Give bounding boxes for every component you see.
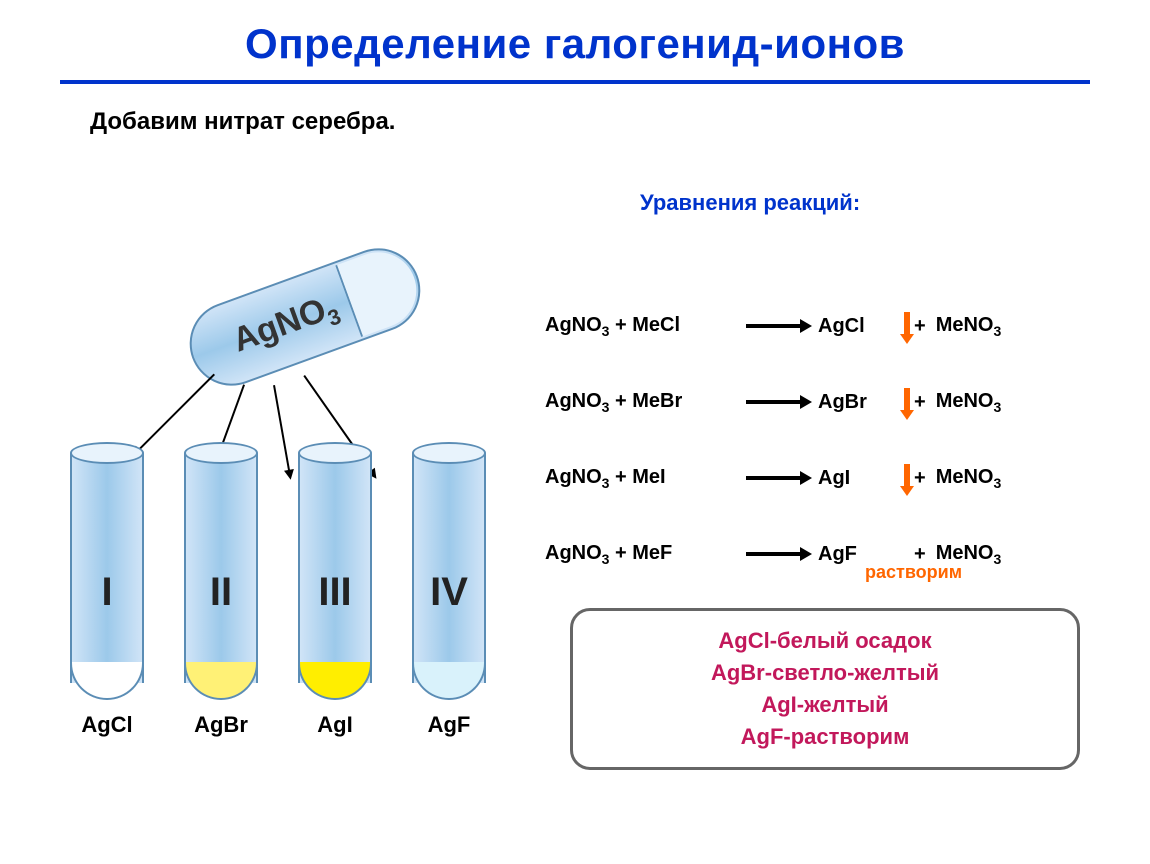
equation-product2: MeNO3 xyxy=(936,390,1002,415)
tube-graphic: IV xyxy=(412,450,486,700)
tube-precipitate xyxy=(184,662,258,700)
tube-graphic: III xyxy=(298,450,372,700)
reaction-arrow-icon xyxy=(746,324,804,328)
tube-top xyxy=(184,442,258,464)
tube-body xyxy=(298,453,372,683)
plus-sign: + xyxy=(914,391,926,414)
equation-product1: AgI xyxy=(818,467,890,490)
test-tube: II AgBr xyxy=(184,450,258,738)
tube-top xyxy=(298,442,372,464)
tube-precipitate xyxy=(298,662,372,700)
page-title: Определение галогенид-ионов xyxy=(0,0,1150,80)
tube-body xyxy=(70,453,144,683)
equation-product1: AgCl xyxy=(818,315,890,338)
result-line: AgF-растворим xyxy=(593,721,1057,753)
equation-product2: MeNO3 xyxy=(936,466,1002,491)
result-line: AgCl-белый осадок xyxy=(593,625,1057,657)
result-line: AgI-желтый xyxy=(593,689,1057,721)
result-line: AgBr-светло-желтый xyxy=(593,657,1057,689)
results-box: AgCl-белый осадокAgBr-светло-желтыйAgI-ж… xyxy=(570,608,1080,770)
equations-heading: Уравнения реакций: xyxy=(640,190,860,216)
tube-formula-label: AgBr xyxy=(194,712,248,738)
tube-graphic: II xyxy=(184,450,258,700)
tube-numeral: II xyxy=(184,570,258,615)
tube-numeral: I xyxy=(70,570,144,615)
tube-body xyxy=(412,453,486,683)
precipitate-arrow-icon xyxy=(904,464,910,488)
reaction-arrow-icon xyxy=(746,400,804,404)
equation-lhs: AgNO3 + MeBr xyxy=(545,390,740,415)
tube-precipitate xyxy=(70,662,144,700)
equation-product2: MeNO3 xyxy=(936,314,1002,339)
equation-product1: AgBr xyxy=(818,391,890,414)
reaction-arrow-icon xyxy=(746,476,804,480)
subtitle: Добавим нитрат серебра. xyxy=(90,108,1150,136)
equation-lhs: AgNO3 + MeCl xyxy=(545,314,740,339)
plus-sign: + xyxy=(914,467,926,490)
tube-body xyxy=(184,453,258,683)
equations-list: AgNO3 + MeCl AgCl + MeNO3 AgNO3 + MeBr AgBr + M… xyxy=(545,310,1001,570)
equation-row: AgNO3 + MeI AgI + MeNO3 xyxy=(545,462,1001,494)
tube-numeral: III xyxy=(298,570,372,615)
title-rule xyxy=(60,80,1090,84)
pour-arrow xyxy=(136,374,215,453)
test-tubes-row: I AgCl II AgBr III AgI IV AgF xyxy=(70,450,486,738)
tube-numeral: IV xyxy=(412,570,486,615)
equation-lhs: AgNO3 + MeF xyxy=(545,542,740,567)
tube-formula-label: AgCl xyxy=(81,712,132,738)
reaction-arrow-icon xyxy=(746,552,804,556)
diagram-area: AgNO3 I AgCl II AgBr III AgI IV AgF xyxy=(70,220,530,780)
tube-precipitate xyxy=(412,662,486,700)
tube-top xyxy=(412,442,486,464)
reagent-tube: AgNO3 xyxy=(178,236,432,397)
precipitate-arrow-icon xyxy=(904,388,910,412)
tube-graphic: I xyxy=(70,450,144,700)
test-tube: III AgI xyxy=(298,450,372,738)
tube-formula-label: AgI xyxy=(317,712,352,738)
equation-row: AgNO3 + MeCl AgCl + MeNO3 xyxy=(545,310,1001,342)
equation-row: AgNO3 + MeBr AgBr + MeNO3 xyxy=(545,386,1001,418)
tube-formula-label: AgF xyxy=(428,712,471,738)
tube-top xyxy=(70,442,144,464)
plus-sign: + xyxy=(914,315,926,338)
test-tube: I AgCl xyxy=(70,450,144,738)
soluble-note: растворим xyxy=(865,562,962,583)
equation-lhs: AgNO3 + MeI xyxy=(545,466,740,491)
test-tube: IV AgF xyxy=(412,450,486,738)
precipitate-arrow-icon xyxy=(904,312,910,336)
